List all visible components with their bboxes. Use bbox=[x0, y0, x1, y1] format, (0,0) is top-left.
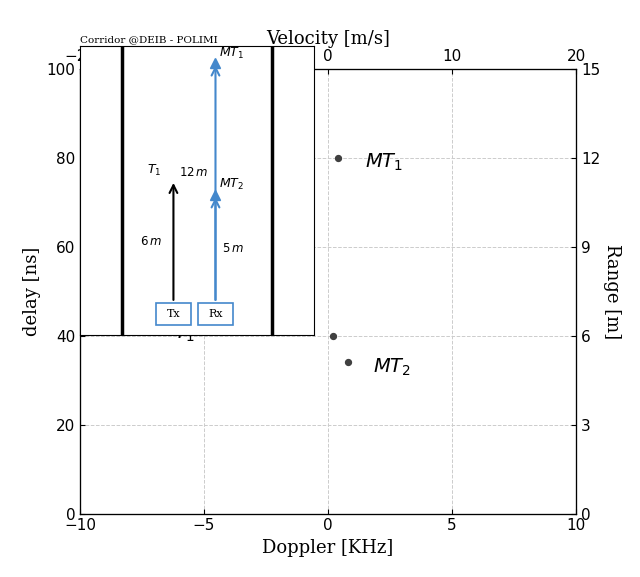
Text: $T_1$: $T_1$ bbox=[174, 323, 196, 344]
Text: $MT_2$: $MT_2$ bbox=[219, 177, 244, 193]
Text: Tx: Tx bbox=[166, 309, 180, 319]
Bar bbox=[198, 303, 233, 325]
Text: Rx: Rx bbox=[208, 309, 223, 319]
Point bbox=[343, 358, 353, 367]
Text: Corridor @DEIB - POLIMI: Corridor @DEIB - POLIMI bbox=[80, 35, 218, 44]
Point bbox=[333, 153, 343, 163]
Y-axis label: delay [ns]: delay [ns] bbox=[22, 247, 41, 336]
Text: $T_1$: $T_1$ bbox=[147, 163, 162, 178]
Text: $MT_1$: $MT_1$ bbox=[219, 46, 244, 61]
X-axis label: Doppler [KHz]: Doppler [KHz] bbox=[262, 539, 394, 557]
Text: $6\,m$: $6\,m$ bbox=[140, 235, 162, 248]
Y-axis label: Range [m]: Range [m] bbox=[603, 244, 621, 339]
Text: $MT_1$: $MT_1$ bbox=[365, 152, 403, 173]
Text: $5\,m$: $5\,m$ bbox=[223, 242, 244, 255]
Text: $MT_2$: $MT_2$ bbox=[372, 356, 411, 377]
Bar bbox=[156, 303, 191, 325]
X-axis label: Velocity [m/s]: Velocity [m/s] bbox=[266, 30, 390, 48]
Text: $12\,m$: $12\,m$ bbox=[179, 166, 209, 179]
Point bbox=[328, 331, 338, 340]
